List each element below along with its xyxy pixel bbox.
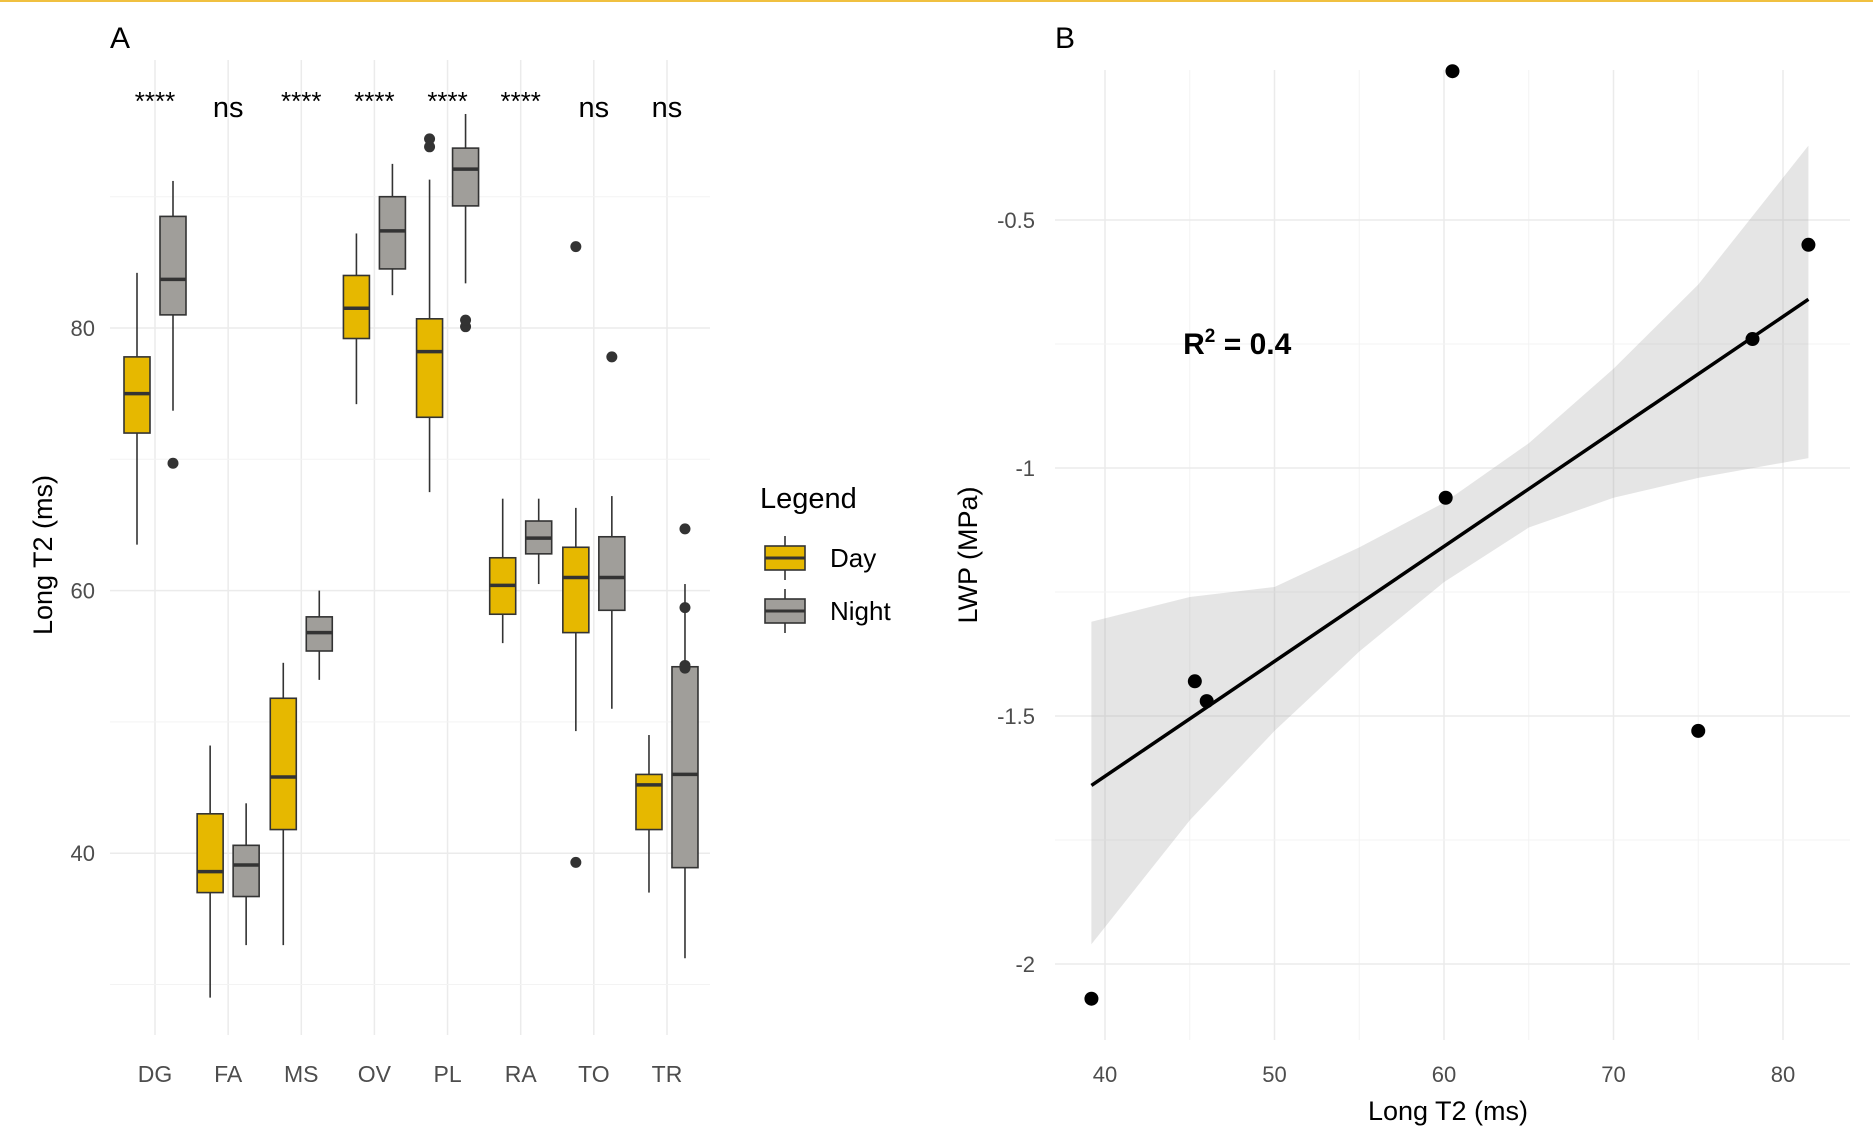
x-tick-label: DG [138, 1061, 173, 1087]
box-day-tr [635, 735, 663, 893]
outlier-point [424, 133, 436, 145]
x-tick-label: 50 [1262, 1062, 1286, 1087]
x-tick-label: 40 [1093, 1062, 1117, 1087]
panel-b-label: B [1055, 22, 1075, 55]
significance-label: **** [135, 86, 175, 116]
confidence-band [1091, 145, 1809, 945]
box-night-dg [159, 180, 187, 469]
scatter-point [1445, 64, 1460, 79]
legend-label: Night [830, 596, 891, 626]
significance-label: **** [354, 86, 394, 116]
box-day-ov [342, 233, 371, 405]
outlier-point [679, 523, 691, 535]
legend-entry-day: Day [764, 536, 876, 580]
legend-title: Legend [760, 483, 857, 515]
y-tick-label: -1 [1015, 456, 1035, 481]
y-tick-label: 60 [71, 579, 95, 604]
box-iqr [451, 147, 480, 207]
x-tick-label: TR [652, 1061, 683, 1087]
box-day-pl [415, 133, 444, 493]
y-tick-label: -0.5 [997, 208, 1035, 233]
box-iqr [269, 697, 298, 831]
box-iqr [635, 773, 663, 831]
x-tick-label: 80 [1771, 1062, 1795, 1087]
r-squared-superscript: 2 [1205, 326, 1216, 347]
x-tick-label: 70 [1601, 1062, 1625, 1087]
box-night-fa [232, 803, 260, 946]
box-iqr [378, 195, 407, 270]
scatter-point [1801, 237, 1816, 252]
outlier-point [460, 314, 472, 326]
x-tick-label: PL [433, 1061, 461, 1087]
x-tick-label: TO [578, 1061, 610, 1087]
scatter-point [1438, 490, 1453, 505]
y-tick-label: 80 [71, 316, 95, 341]
scatter-point [1187, 674, 1202, 689]
outlier-point [570, 856, 582, 868]
legend-entry-night: Night [764, 589, 891, 633]
panel-a-label: A [110, 22, 130, 55]
box-night-ms [305, 590, 334, 680]
outlier-point [570, 241, 582, 253]
panel-b-scatter: B R2 = 0.4 -2 -1.5 -1 -0.5 40 50 60 70 80 Long T2 (… [953, 22, 1850, 1126]
box-night-ov [378, 163, 407, 296]
significance-label: ns [213, 92, 244, 124]
x-tick-label: FA [214, 1061, 243, 1087]
x-tick-label: RA [505, 1061, 538, 1087]
box-day-dg [123, 272, 151, 545]
significance-label: **** [281, 86, 321, 116]
box-day-ra [488, 498, 517, 644]
outlier-point [424, 141, 436, 153]
significance-label: **** [500, 86, 540, 116]
outlier-point [167, 457, 179, 469]
box-day-fa [196, 745, 224, 998]
outlier-point [606, 351, 618, 363]
x-axis-label: Long T2 (ms) [1368, 1096, 1528, 1126]
x-tick-label: MS [284, 1061, 319, 1087]
outlier-point [679, 602, 691, 614]
box-iqr [598, 535, 626, 612]
legend: Legend Day Night [760, 483, 891, 633]
y-axis-label: LWP (MPa) [953, 486, 983, 623]
box-iqr [196, 813, 224, 894]
box-iqr [232, 844, 260, 898]
y-tick-label: 40 [71, 841, 95, 866]
r-squared-main: R [1183, 328, 1205, 361]
box-iqr [671, 665, 699, 869]
panel-a-boxplot: A 40 60 80 Long T2 (ms) DG **** FA ns MS **** OV ***… [28, 22, 710, 1087]
box-night-to [598, 351, 626, 709]
box-iqr [159, 215, 187, 316]
box-day-to [562, 241, 590, 868]
x-tick-label: OV [358, 1061, 392, 1087]
box-day-ms [269, 662, 298, 946]
y-tick-label: -2 [1015, 952, 1035, 977]
significance-label: ns [579, 92, 610, 124]
significance-label: ns [652, 92, 683, 124]
legend-label: Day [830, 543, 876, 573]
y-axis-label: Long T2 (ms) [28, 475, 58, 635]
significance-label: **** [427, 86, 467, 116]
r-squared-annotation: R2 = 0.4 [1183, 326, 1291, 361]
top-border [0, 0, 1873, 2]
box-iqr [415, 318, 444, 419]
box-iqr [562, 546, 590, 634]
scatter-point [1691, 723, 1706, 738]
y-tick-label: -1.5 [997, 704, 1035, 729]
box-night-pl [451, 113, 480, 333]
outlier-point [679, 662, 691, 674]
x-tick-label: 60 [1432, 1062, 1456, 1087]
regression-line [1090, 297, 1810, 787]
r-squared-value: = 0.4 [1215, 328, 1291, 361]
scatter-point [1084, 991, 1099, 1006]
box-night-ra [524, 498, 553, 585]
box-night-tr [671, 523, 699, 959]
